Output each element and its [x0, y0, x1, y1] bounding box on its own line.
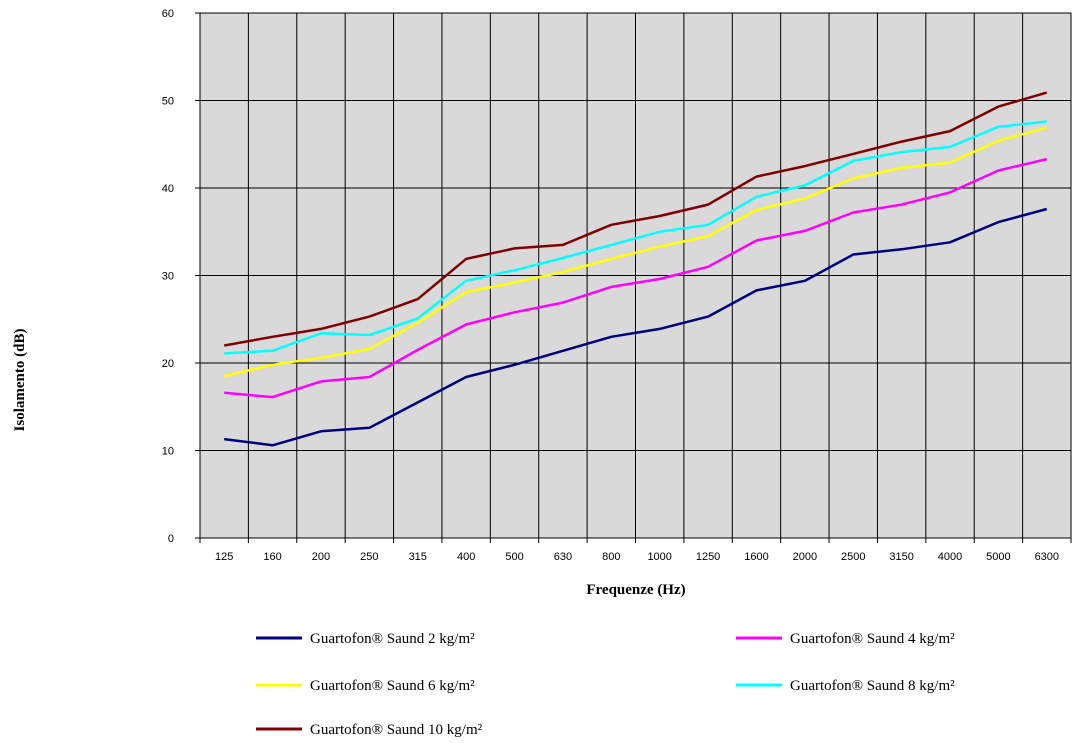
legend-item: Guartofon® Saund 10 kg/m² — [256, 722, 483, 738]
x-tick-label: 500 — [505, 551, 523, 563]
x-tick-label: 3150 — [889, 551, 913, 563]
y-tick-label: 50 — [162, 96, 174, 108]
y-axis-ticks: 0 10 20 30 40 50 60 — [162, 8, 200, 545]
series-line — [224, 207, 1048, 447]
x-tick-label: 400 — [457, 551, 475, 563]
x-tick-label: 200 — [312, 551, 330, 563]
x-tick-label: 4000 — [938, 551, 962, 563]
y-tick-label: 60 — [162, 8, 174, 20]
legend-label: Guartofon® Saund 6 kg/m² — [310, 678, 475, 694]
legend-label: Guartofon® Saund 10 kg/m² — [310, 722, 483, 738]
legend-item: Guartofon® Saund 2 kg/m² — [256, 631, 475, 647]
y-tick-label: 0 — [168, 533, 174, 545]
y-axis-title: Isolamento (dB) — [12, 329, 28, 432]
series-line — [224, 120, 1047, 355]
y-tick-label: 40 — [162, 183, 174, 195]
x-tick-label: 800 — [602, 551, 620, 563]
legend-item: Guartofon® Saund 8 kg/m² — [736, 678, 955, 694]
x-axis-title: Frequenze (Hz) — [586, 582, 685, 598]
legend-label: Guartofon® Saund 8 kg/m² — [790, 678, 955, 694]
x-tick-label: 2500 — [841, 551, 865, 563]
legend: Guartofon® Saund 2 kg/m² Guartofon® Saun… — [256, 631, 955, 738]
x-tick-label: 1000 — [647, 551, 671, 563]
x-tick-label: 160 — [263, 551, 281, 563]
y-tick-label: 30 — [162, 271, 174, 283]
series-line — [224, 157, 1048, 399]
x-tick-label: 250 — [360, 551, 378, 563]
x-tick-label: 125 — [215, 551, 233, 563]
series-line — [223, 126, 1048, 378]
x-tick-label: 630 — [554, 551, 572, 563]
x-tick-label: 1250 — [696, 551, 720, 563]
x-tick-label: 5000 — [986, 551, 1010, 563]
x-tick-label: 6300 — [1035, 551, 1059, 563]
series-lines — [223, 91, 1048, 447]
legend-item: Guartofon® Saund 6 kg/m² — [256, 678, 475, 694]
series-line — [223, 91, 1048, 347]
y-tick-label: 20 — [162, 358, 174, 370]
y-tick-label: 10 — [162, 446, 174, 458]
x-axis-ticks: 125 160 200 250 315 400 500 630 800 1000 1250 1600 2… — [199, 538, 1072, 563]
legend-label: Guartofon® Saund 2 kg/m² — [310, 631, 475, 647]
x-tick-label: 2000 — [793, 551, 817, 563]
legend-item: Guartofon® Saund 4 kg/m² — [736, 631, 955, 647]
plot-area — [199, 12, 1072, 539]
x-tick-label: 315 — [409, 551, 427, 563]
x-tick-label: 1600 — [744, 551, 768, 563]
legend-label: Guartofon® Saund 4 kg/m² — [790, 631, 955, 647]
